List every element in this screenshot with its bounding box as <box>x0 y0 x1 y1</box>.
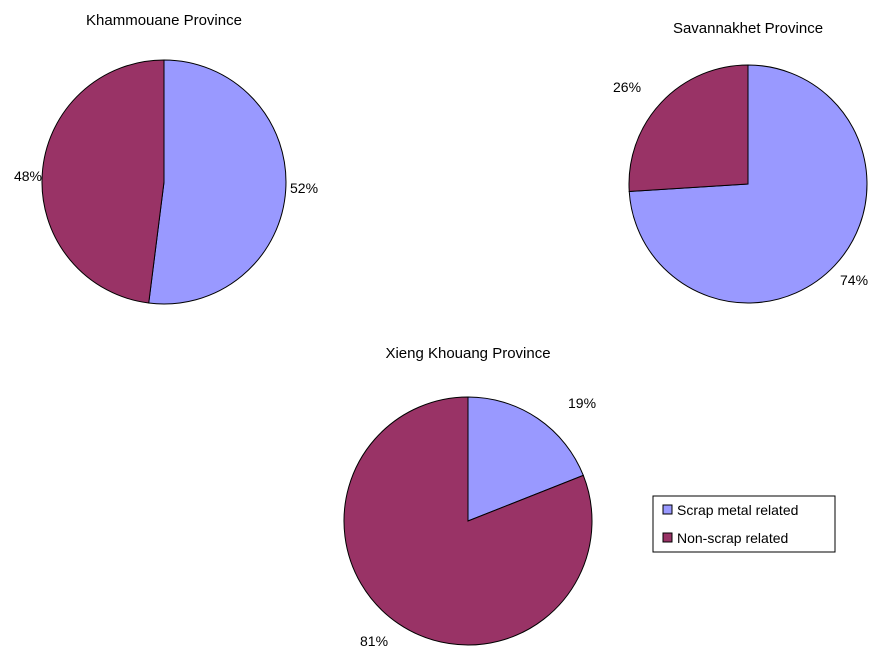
slice-label-xieng-khouang-scrap: 19% <box>568 395 596 411</box>
pie-slice-khammouane-scrap <box>148 59 287 305</box>
legend-label-scrap: Scrap metal related <box>677 502 798 518</box>
legend-label-nonscrap: Non-scrap related <box>677 530 788 546</box>
pie-slice-xieng-khouang-nonscrap <box>343 396 593 646</box>
pie-khammouane: Khammouane Province 52% 48% <box>14 12 318 305</box>
slice-label-savannakhet-nonscrap: 26% <box>613 79 641 95</box>
slice-label-khammouane-nonscrap: 48% <box>14 168 42 184</box>
slice-label-xieng-khouang-nonscrap: 81% <box>360 633 388 649</box>
pie-title-khammouane: Khammouane Province <box>86 12 242 29</box>
slice-label-savannakhet-scrap: 74% <box>840 272 868 288</box>
legend-box <box>652 495 836 553</box>
pie-slices-xieng-khouang <box>343 396 593 646</box>
pie-slices-savannakhet <box>628 64 868 304</box>
pie-savannakhet: Savannakhet Province 74% 26% <box>613 20 868 304</box>
legend: Scrap metal related Non-scrap related <box>652 495 836 553</box>
legend-swatch-scrap <box>662 504 673 515</box>
pie-title-xieng-khouang: Xieng Khouang Province <box>385 345 550 362</box>
legend-swatch-nonscrap <box>662 532 673 543</box>
pie-xieng-khouang: Xieng Khouang Province 19% 81% <box>343 345 596 649</box>
pie-slices-khammouane <box>41 59 287 305</box>
pie-title-savannakhet: Savannakhet Province <box>673 20 823 37</box>
pie-slice-xieng-khouang-scrap <box>467 396 584 522</box>
slice-label-khammouane-scrap: 52% <box>290 180 318 196</box>
pie-slice-khammouane-nonscrap <box>41 59 165 304</box>
pie-slice-savannakhet-nonscrap <box>628 64 749 193</box>
